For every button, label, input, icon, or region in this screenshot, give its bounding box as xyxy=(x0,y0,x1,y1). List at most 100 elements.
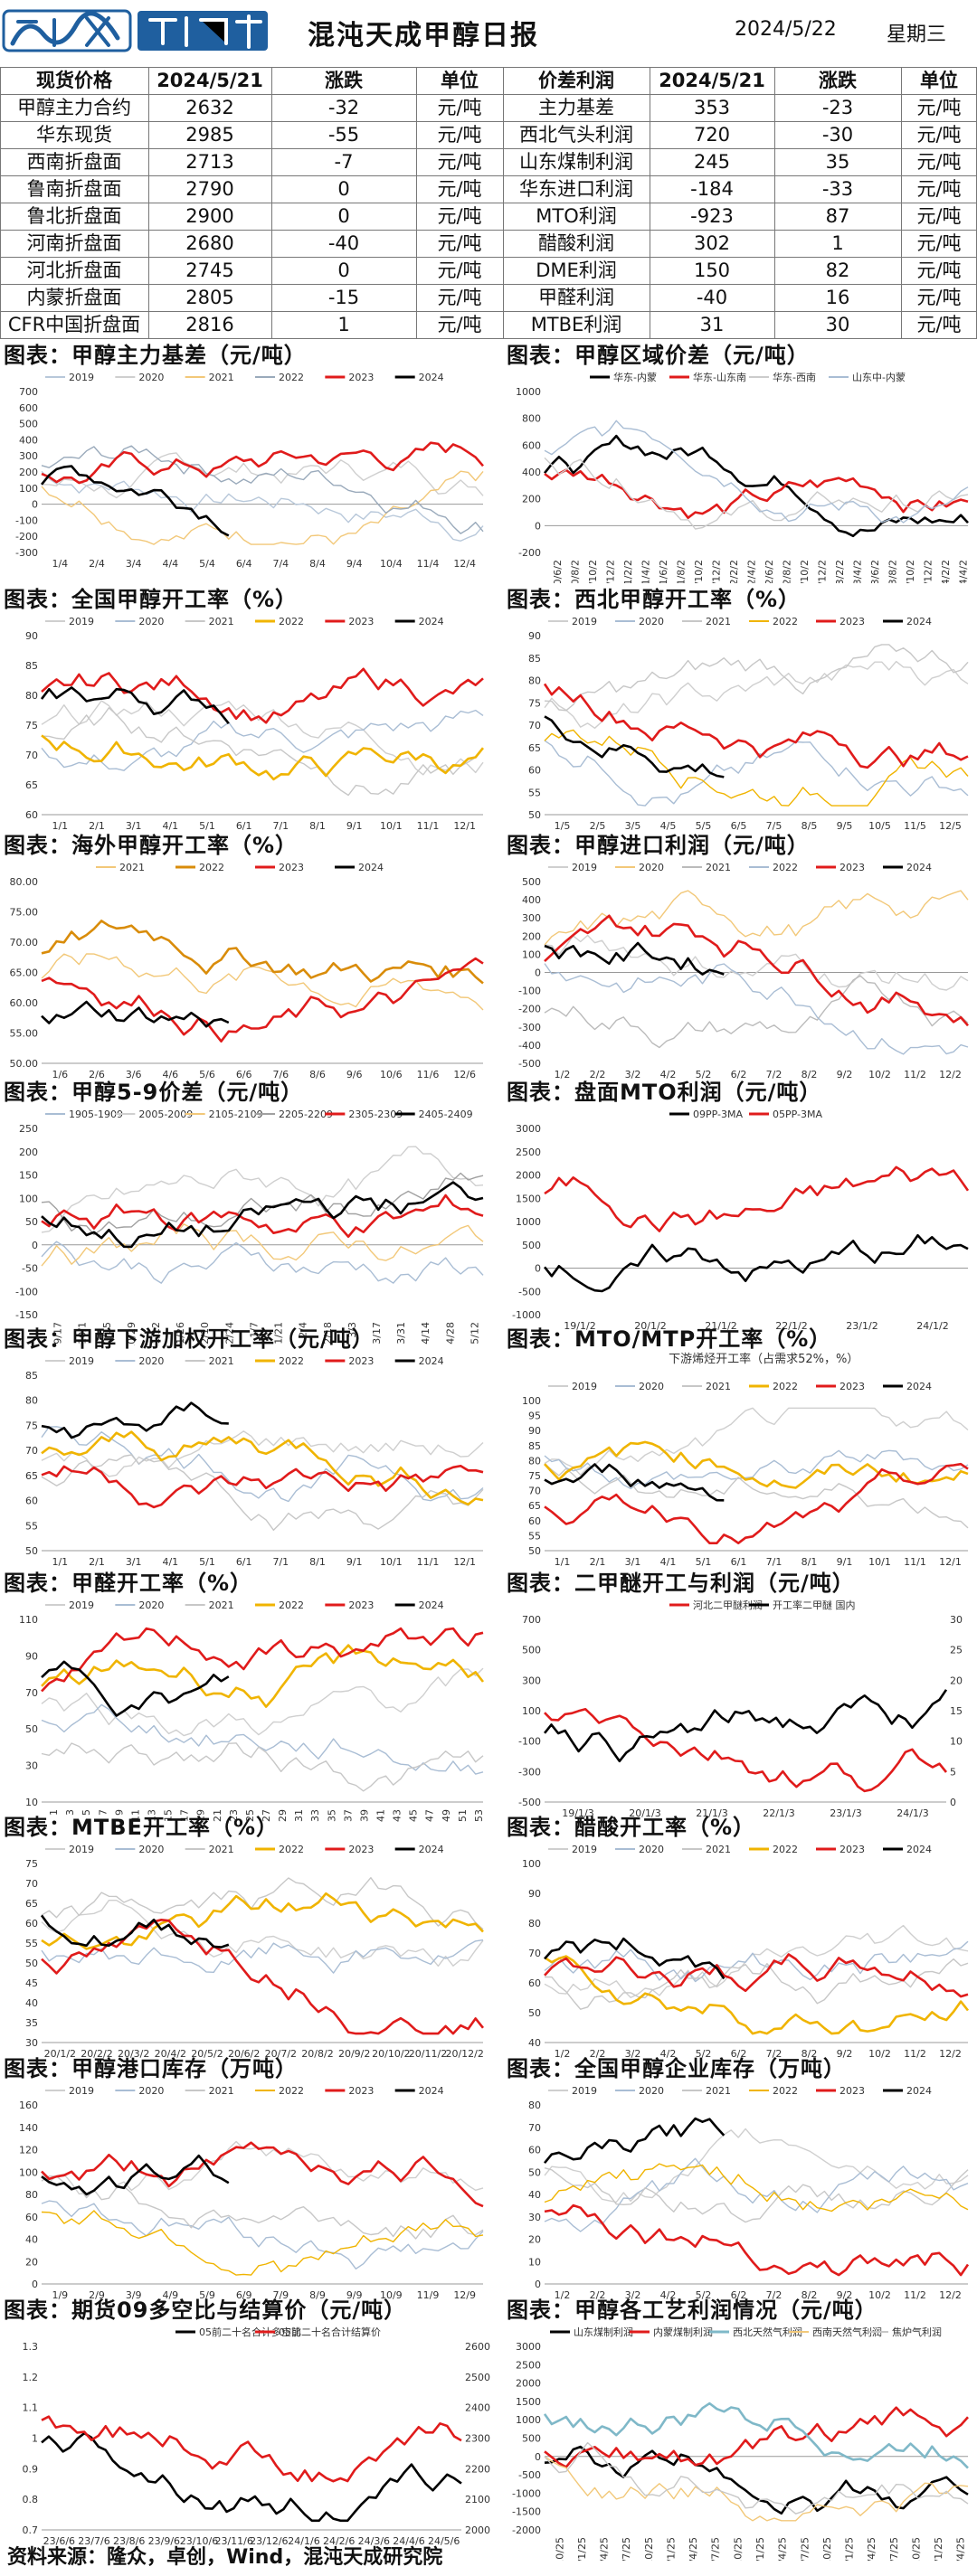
x-tick-label: 6/2 xyxy=(731,2289,747,2301)
left-table-cell: 元/吨 xyxy=(437,232,482,254)
y-tick-label: 75 xyxy=(25,1858,38,1870)
series-line xyxy=(544,1463,969,1529)
x-tick-label: 20/7/2 xyxy=(265,2048,297,2060)
y-tick-label: 40 xyxy=(25,1997,38,2009)
y-tick-label: -500 xyxy=(518,2469,541,2481)
x-tick-label: 3/2 xyxy=(625,1069,641,1080)
series-line xyxy=(41,2175,484,2240)
legend-label: 2022 xyxy=(773,1381,798,1392)
x-tick-label: 22/2/2 xyxy=(728,560,740,583)
y-tick-label: 2000 xyxy=(516,2378,541,2390)
x-tick-label: 7/2 xyxy=(766,1069,783,1080)
series-line xyxy=(41,700,484,776)
series-line xyxy=(41,2200,484,2270)
x-tick-label: 20/4/25 xyxy=(599,2537,611,2561)
x-tick-label: 20/10/25 xyxy=(643,2537,655,2561)
chart-title: 图表：甲醇进口利润（元/吨） xyxy=(507,833,810,858)
report-title: 混沌天成甲醇日报 xyxy=(308,20,539,52)
legend-label: 2024 xyxy=(906,862,932,873)
series-line xyxy=(41,1194,484,1238)
x-tick-label: 11/12 xyxy=(150,1322,162,1345)
chart-title: 图表：海外甲醇开工率（%） xyxy=(4,833,299,858)
y-tick-label: 70 xyxy=(25,1878,38,1890)
x-tick-label: 9/2 xyxy=(837,2048,853,2060)
y-tick-label: 10 xyxy=(528,2256,541,2268)
left-table-cell: 元/吨 xyxy=(437,205,482,227)
y-tick-label: 80 xyxy=(25,690,38,702)
x-tick-label: 23/7/6 xyxy=(78,2535,109,2547)
right-table-cell: 元/吨 xyxy=(916,97,962,118)
table-gridline xyxy=(0,175,977,176)
x-tick-label: 23/6/6 xyxy=(43,2535,75,2547)
x-tick-label: 43 xyxy=(392,1809,403,1822)
x-tick-label: 10/9 xyxy=(380,2289,403,2301)
y-tick-label: 30 xyxy=(25,2037,38,2049)
legend-label: 05前二十名合计多空比 xyxy=(199,2326,301,2338)
chart-9: 下游烯烃开工率（占需求52%，%） 2019 2020 2021 2022 2023 202… xyxy=(522,1352,969,1568)
chart-title: 图表：MTBE开工率（%） xyxy=(4,1815,279,1840)
x-tick-label: 8/4 xyxy=(309,558,326,570)
x-tick-label: 3/31 xyxy=(395,1322,407,1345)
right-table-cell: 甲醛利润 xyxy=(538,287,614,308)
right-table-cell: DME利润 xyxy=(536,259,617,281)
series-line xyxy=(544,2406,969,2468)
x-tick-label: 7/1 xyxy=(272,820,289,832)
legend-label: 2024 xyxy=(906,2085,932,2097)
series-line xyxy=(41,2141,484,2208)
y-tick-label: 1.1 xyxy=(23,2402,39,2414)
legend-label: 2022 xyxy=(279,2085,304,2097)
y-tick-label: 300 xyxy=(19,450,38,462)
y-tick-label: 0.8 xyxy=(23,2494,39,2505)
legend-label: 2023 xyxy=(348,616,374,627)
legend-label: 05PP-3MA xyxy=(773,1109,822,1120)
y-tick-label: -1000 xyxy=(512,2487,541,2499)
x-tick-label: 24/1/6 xyxy=(288,2535,319,2547)
x-tick-label: 24/4/2 xyxy=(957,560,969,583)
x-tick-label: 7 xyxy=(97,1809,109,1816)
x-tick-label: 4/2 xyxy=(660,2289,677,2301)
legend-label: 2021 xyxy=(119,862,145,873)
left-table-cell: 2985 xyxy=(185,124,234,146)
x-tick-label: 20/6/2 xyxy=(552,560,564,583)
left-table-cell: 甲醇主力合约 xyxy=(17,97,131,118)
y-tick-label: 85 xyxy=(25,1370,38,1382)
legend-label: 2019 xyxy=(69,2085,94,2097)
y-tick-label: 65.00 xyxy=(10,967,39,979)
x-tick-label: 6/5 xyxy=(731,820,747,832)
x-tick-label: 21/10/25 xyxy=(732,2537,744,2561)
x-tick-label: 21/2/2 xyxy=(622,560,634,583)
chart-17: 山东煤制利润 内蒙煤制利润 西北天然气利润 西南天然气利润 焦炉气利润 -2000 -150… xyxy=(512,2326,969,2561)
x-tick-label: 4/5 xyxy=(660,820,677,832)
y-tick-label: 65 xyxy=(528,1500,541,1512)
x-tick-label: 5/2 xyxy=(696,1069,712,1080)
legend-label: 2021 xyxy=(209,1599,234,1611)
x-tick-label: 22/4/25 xyxy=(777,2537,789,2561)
y2-tick-label: 20 xyxy=(950,1675,963,1686)
chart-15: 2019 2020 2021 2022 2023 2024 0 10 20 30 40 50 60 70 8… xyxy=(528,2085,970,2301)
legend-label: 2024 xyxy=(906,616,932,627)
series-line xyxy=(41,953,484,1011)
y-tick-label: 1.2 xyxy=(23,2372,39,2383)
left-table-cell: 1 xyxy=(337,314,350,335)
y-tick-label: 0 xyxy=(535,1263,541,1275)
x-tick-label: 23 xyxy=(228,1809,240,1822)
series-line xyxy=(41,2415,462,2483)
x-tick-label: 12/6 xyxy=(453,1069,476,1080)
right-table-cell: 元/吨 xyxy=(916,124,962,146)
chart-title: 图表：全国甲醇企业库存（万吨） xyxy=(507,2056,846,2081)
x-tick-label: 4/14 xyxy=(420,1322,432,1345)
left-table-cell: 2680 xyxy=(185,232,234,254)
x-tick-label: 21/10/2 xyxy=(693,560,705,583)
table-gridline xyxy=(0,121,977,122)
x-tick-label: 2/1 xyxy=(89,1556,105,1568)
y-tick-label: 100 xyxy=(19,2166,38,2178)
y-tick-label: 3000 xyxy=(516,2341,541,2353)
x-tick-label: 20/10/2 xyxy=(587,560,599,583)
y-tick-label: 40 xyxy=(25,2234,38,2246)
y-tick-label: 1.3 xyxy=(23,2341,39,2353)
series-line xyxy=(544,2167,969,2223)
x-tick-label: 19/1/3 xyxy=(562,1807,593,1819)
x-tick-label: 22/10/2 xyxy=(799,560,811,583)
y-tick-label: 75 xyxy=(25,720,38,731)
x-tick-label: 7/1 xyxy=(272,1556,289,1568)
